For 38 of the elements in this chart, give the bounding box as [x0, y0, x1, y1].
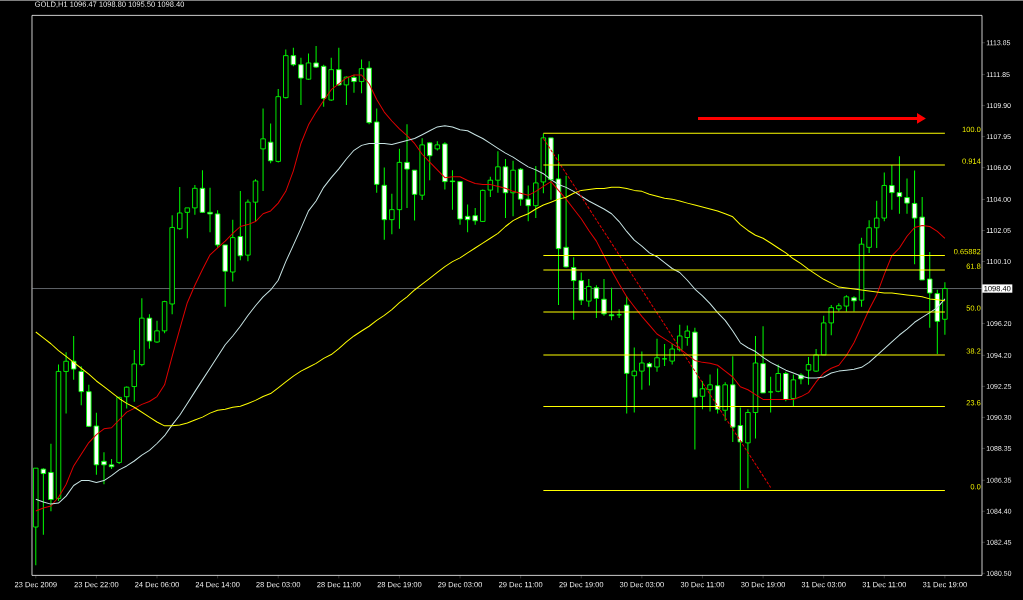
candlestick	[305, 52, 312, 81]
candlestick	[661, 343, 668, 367]
candlestick	[654, 337, 660, 373]
candlestick	[805, 356, 812, 386]
candlestick	[252, 178, 259, 222]
candlestick	[896, 155, 903, 215]
candlestick	[851, 295, 857, 312]
candlestick	[449, 169, 456, 210]
candlestick	[351, 74, 357, 94]
candlestick	[904, 177, 910, 215]
candlestick	[767, 376, 774, 413]
candlestick	[260, 107, 266, 192]
candlestick	[608, 287, 615, 321]
candlestick	[563, 175, 569, 268]
candlestick	[813, 348, 819, 373]
candlestick	[154, 320, 160, 343]
candlestick	[707, 373, 713, 412]
candlestick	[404, 123, 410, 209]
candlestick	[192, 184, 198, 216]
candlestick	[510, 160, 516, 217]
candlestick	[889, 164, 895, 210]
candlestick	[63, 351, 69, 414]
candlestick	[146, 313, 153, 350]
candlestick	[389, 193, 395, 235]
candlestick	[70, 335, 77, 381]
candlestick	[639, 350, 645, 391]
candlestick	[313, 45, 319, 69]
candlestick	[775, 363, 781, 393]
candlestick	[699, 380, 706, 410]
candlestick	[101, 451, 107, 485]
candlestick	[495, 150, 501, 194]
candlestick	[78, 365, 84, 406]
candlestick	[601, 278, 607, 317]
candlestick	[298, 57, 304, 106]
candlestick	[646, 361, 653, 386]
candlestick	[866, 219, 872, 254]
candlestick	[207, 186, 213, 233]
candlestick	[131, 349, 137, 402]
